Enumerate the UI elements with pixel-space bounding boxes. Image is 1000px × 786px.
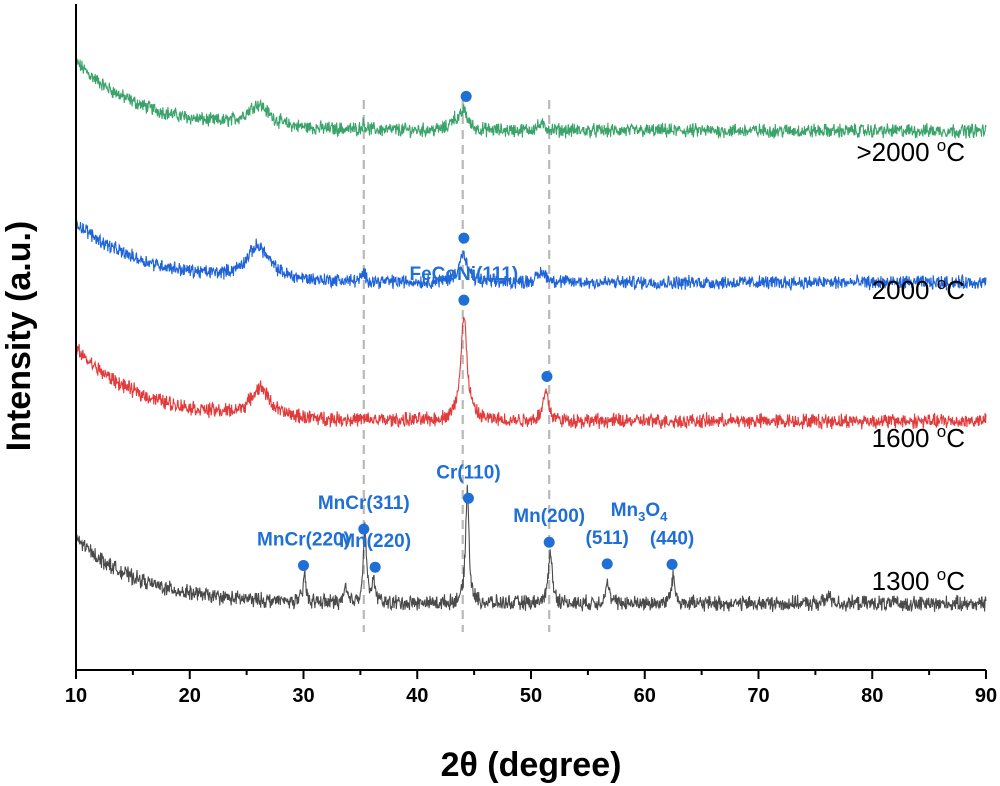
peak-marker-1300-1 — [358, 523, 370, 535]
peak-label-cr-110: Cr(110) — [436, 462, 500, 483]
trace-2000 — [75, 57, 987, 140]
x-tick-label-50: 50 — [520, 685, 542, 707]
peak-label-mncr-311: MnCr(311) — [318, 493, 410, 514]
trace-2000 — [75, 217, 987, 291]
plot-frame — [75, 4, 986, 671]
peak-marker-1300-6 — [666, 558, 678, 570]
peak-marker-2000-0 — [458, 232, 470, 244]
y-axis-title: Intensity (a.u.) — [0, 221, 38, 451]
peak-markers — [298, 90, 678, 573]
peak-marker-1600-1 — [541, 371, 553, 383]
peak-marker-1300-4 — [543, 536, 555, 548]
peak-labels: FeCoNi(111) MnCr(220) MnCr(311) Mn(220) Cr(1… — [257, 264, 694, 552]
trace-1300 — [75, 484, 987, 612]
peak-label-mncr-220: MnCr(220) — [257, 529, 350, 550]
x-tick-label-20: 20 — [179, 685, 201, 707]
trace-label-2000: >2000 oC — [857, 136, 966, 167]
x-tick-label-40: 40 — [406, 685, 428, 707]
trace-1600 — [75, 316, 987, 430]
x-tick-label-90: 90 — [975, 685, 997, 707]
x-axis-ticks — [75, 670, 987, 679]
peak-marker-1300-2 — [369, 561, 381, 573]
peak-label-mn-220: Mn(220) — [339, 531, 411, 552]
peak-label-mn-200: Mn(200) — [513, 506, 585, 527]
trace-label-1300: 1300 oC — [872, 565, 965, 596]
trace-label-2000: 2000 oC — [872, 274, 965, 305]
peak-label-feconi-111: FeCoNi(111) — [410, 264, 519, 285]
peak-marker-1300-0 — [298, 559, 309, 571]
peak-label-511: (511) — [586, 528, 629, 549]
x-tick-label-60: 60 — [634, 685, 656, 707]
peak-label-mn3o4: Mn3O4 — [611, 500, 668, 524]
peak-label-440: (440) — [650, 528, 694, 549]
series-traces: >2000 oC 2000 oC 1600 oC 1300 oC — [75, 57, 987, 612]
x-tick-label-70: 70 — [747, 685, 769, 707]
x-tick-label-10: 10 — [65, 685, 87, 707]
peak-marker-1300-5 — [601, 558, 613, 570]
peak-marker-2000-0 — [460, 90, 472, 102]
trace-label-1600: 1600 oC — [872, 422, 965, 453]
x-axis-title: 2θ (degree) — [441, 746, 622, 784]
x-tick-label-80: 80 — [861, 685, 883, 707]
peak-marker-1300-3 — [462, 492, 474, 504]
x-axis-tick-labels: 10 20 30 40 50 60 70 80 90 — [65, 685, 997, 707]
peak-marker-1600-0 — [458, 294, 470, 306]
x-tick-label-30: 30 — [292, 685, 314, 707]
